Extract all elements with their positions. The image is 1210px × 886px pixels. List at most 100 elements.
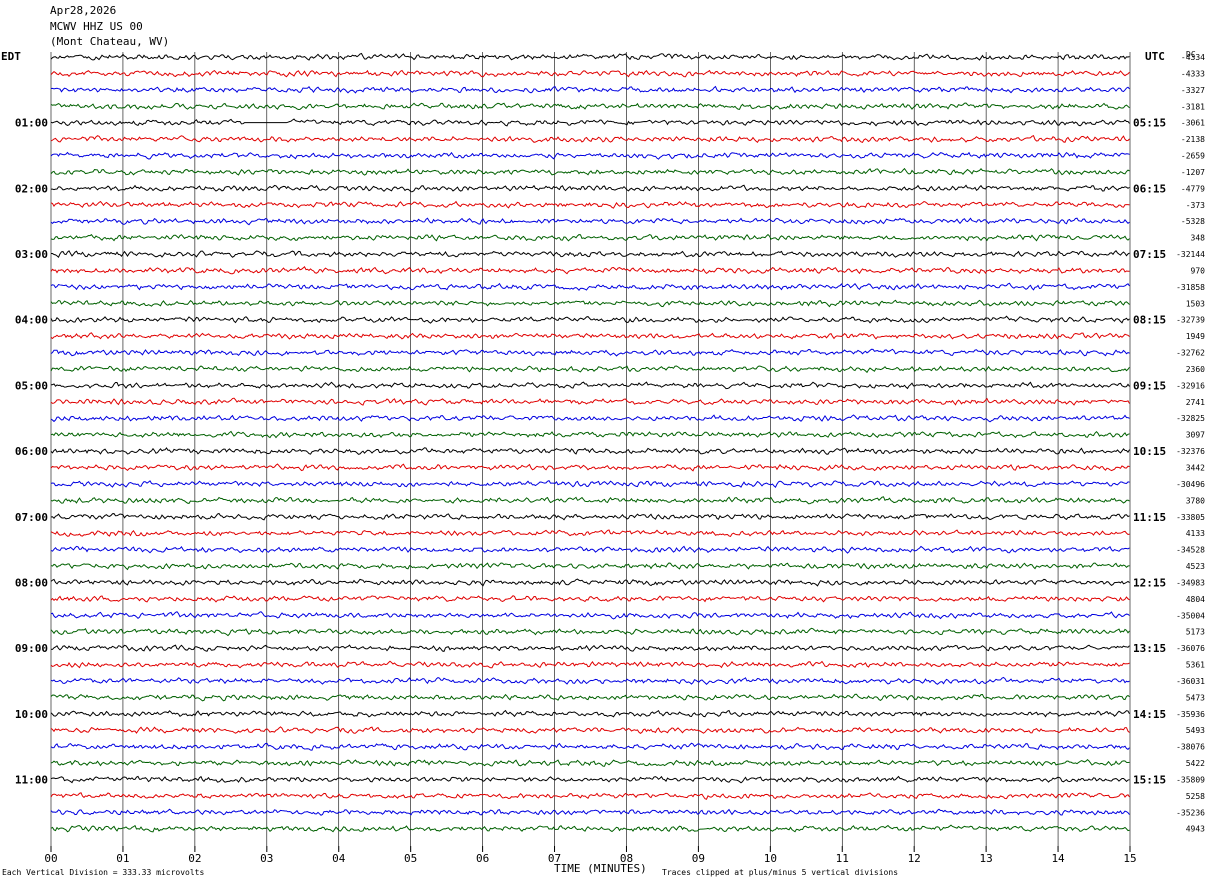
dc-offset-label: -4333 bbox=[1181, 69, 1205, 78]
x-tick-label-13: 13 bbox=[980, 852, 993, 865]
utc-hour-label: 15:15 bbox=[1133, 773, 1166, 786]
trace-38 bbox=[50, 676, 1130, 685]
dc-offset-label: -33805 bbox=[1176, 513, 1205, 522]
dc-offset-label: 1949 bbox=[1186, 332, 1205, 341]
trace-20 bbox=[50, 381, 1130, 390]
edt-hour-label: 01:00 bbox=[15, 117, 48, 130]
x-tick-label-12: 12 bbox=[908, 852, 921, 865]
trace-7 bbox=[50, 167, 1130, 176]
utc-hour-label: 12:15 bbox=[1133, 576, 1166, 589]
edt-hour-label: 05:00 bbox=[15, 379, 48, 392]
dc-offset-label: -32916 bbox=[1176, 381, 1205, 390]
trace-23 bbox=[50, 430, 1130, 439]
dc-offset-label: 1503 bbox=[1186, 299, 1205, 308]
trace-19 bbox=[50, 365, 1130, 374]
edt-hour-label: 08:00 bbox=[15, 576, 48, 589]
trace-27 bbox=[50, 496, 1130, 505]
dc-offset-label: -3061 bbox=[1181, 119, 1205, 128]
trace-6 bbox=[50, 151, 1130, 160]
dc-offset-label: -32762 bbox=[1176, 349, 1205, 358]
dc-offset-label: 3442 bbox=[1186, 464, 1205, 473]
dc-offset-label: -4779 bbox=[1181, 184, 1205, 193]
x-tick-label-07: 07 bbox=[548, 852, 561, 865]
utc-hour-label: 10:15 bbox=[1133, 445, 1166, 458]
dc-offset-label: 3780 bbox=[1186, 496, 1205, 505]
edt-hour-label: 04:00 bbox=[15, 314, 48, 327]
trace-11 bbox=[50, 233, 1130, 242]
trace-18 bbox=[50, 348, 1130, 357]
trace-34 bbox=[50, 611, 1130, 620]
trace-42 bbox=[50, 742, 1130, 751]
utc-hour-label: 09:15 bbox=[1133, 379, 1166, 392]
trace-28 bbox=[50, 512, 1130, 521]
trace-14 bbox=[50, 282, 1130, 291]
trace-31 bbox=[50, 562, 1130, 571]
trace-40 bbox=[50, 709, 1130, 718]
dc-offset-label: 2360 bbox=[1186, 365, 1205, 374]
x-tick-label-01: 01 bbox=[116, 852, 129, 865]
dc-offset-label: 5422 bbox=[1186, 759, 1205, 768]
station-location: (Mont Chateau, WV) bbox=[50, 35, 170, 48]
dc-offset-label: -36076 bbox=[1176, 644, 1205, 653]
dc-offset-label: -38076 bbox=[1176, 743, 1205, 752]
trace-33 bbox=[50, 595, 1130, 603]
dc-offset-label: -5328 bbox=[1181, 217, 1205, 226]
dc-offset-label: -3181 bbox=[1181, 102, 1205, 111]
dc-offset-label: -31858 bbox=[1176, 283, 1205, 292]
dc-corner-label: DC bbox=[1186, 50, 1196, 59]
utc-hour-label: 07:15 bbox=[1133, 248, 1166, 261]
trace-21 bbox=[50, 397, 1130, 406]
trace-37 bbox=[50, 660, 1130, 669]
trace-36 bbox=[50, 644, 1130, 653]
dc-offset-label: 5473 bbox=[1186, 693, 1205, 702]
edt-hour-labels: 01:00 02:00 03:00 04:00 05:00 06:00 07:00 08:00… bbox=[15, 117, 48, 787]
dc-offset-label: -3327 bbox=[1181, 86, 1205, 95]
edt-axis-label: EDT bbox=[1, 50, 21, 63]
utc-hour-labels: 05:15 06:15 07:15 08:15 09:15 10:15 11:15 12:15… bbox=[1133, 117, 1166, 787]
utc-hour-label: 13:15 bbox=[1133, 642, 1166, 655]
trace-41 bbox=[50, 726, 1130, 734]
dc-offset-label: -35809 bbox=[1176, 775, 1205, 784]
x-tick-label-08: 08 bbox=[620, 852, 633, 865]
trace-2 bbox=[50, 85, 1130, 94]
x-axis-title: TIME (MINUTES) bbox=[554, 862, 647, 875]
utc-hour-label: 14:15 bbox=[1133, 708, 1166, 721]
x-tick-label-00: 00 bbox=[44, 852, 57, 865]
x-tick-label-09: 09 bbox=[692, 852, 705, 865]
utc-hour-label: 08:15 bbox=[1133, 314, 1166, 327]
edt-hour-label: 09:00 bbox=[15, 642, 48, 655]
utc-axis-label: UTC bbox=[1145, 50, 1165, 63]
dc-offset-label: 4523 bbox=[1186, 562, 1205, 571]
x-tick-label-04: 04 bbox=[332, 852, 346, 865]
x-axis-ticks: 00 01 02 03 04 05 06 07 08 09 10 11 12 13 14 15 bbox=[44, 846, 1137, 865]
dc-offset-label: -2659 bbox=[1181, 152, 1205, 161]
trace-24 bbox=[50, 447, 1130, 455]
x-tick-label-15: 15 bbox=[1123, 852, 1136, 865]
utc-hour-label: 05:15 bbox=[1133, 117, 1166, 130]
dc-offset-label: 5493 bbox=[1186, 726, 1205, 735]
trace-15 bbox=[50, 299, 1130, 308]
dc-offset-label: -32739 bbox=[1176, 316, 1205, 325]
trace-17 bbox=[50, 332, 1130, 340]
utc-hour-label: 06:15 bbox=[1133, 182, 1166, 195]
x-tick-label-05: 05 bbox=[404, 852, 417, 865]
dc-offset-label: 5258 bbox=[1186, 792, 1205, 801]
dc-offset-label: -34983 bbox=[1176, 578, 1205, 587]
dc-offset-label: -35936 bbox=[1176, 710, 1205, 719]
trace-13 bbox=[50, 266, 1130, 275]
trace-25 bbox=[50, 463, 1130, 472]
dc-offset-label: 5173 bbox=[1186, 628, 1205, 637]
trace-0 bbox=[50, 52, 1130, 61]
dc-offset-label: -2138 bbox=[1181, 135, 1205, 144]
utc-hour-label: 11:15 bbox=[1133, 511, 1166, 524]
trace-44 bbox=[50, 775, 1130, 784]
dc-offset-label: -1207 bbox=[1181, 168, 1205, 177]
dc-offset-labels: -4334 -4333 -3327 -3181 -3061 -2138 -2659 -1207… bbox=[1176, 53, 1205, 834]
trace-47 bbox=[50, 824, 1130, 833]
dc-offset-label: -32376 bbox=[1176, 447, 1205, 456]
trace-5 bbox=[50, 135, 1130, 144]
edt-hour-label: 07:00 bbox=[15, 511, 48, 524]
dc-offset-label: -34528 bbox=[1176, 546, 1205, 555]
dc-offset-label: 3097 bbox=[1186, 431, 1205, 440]
